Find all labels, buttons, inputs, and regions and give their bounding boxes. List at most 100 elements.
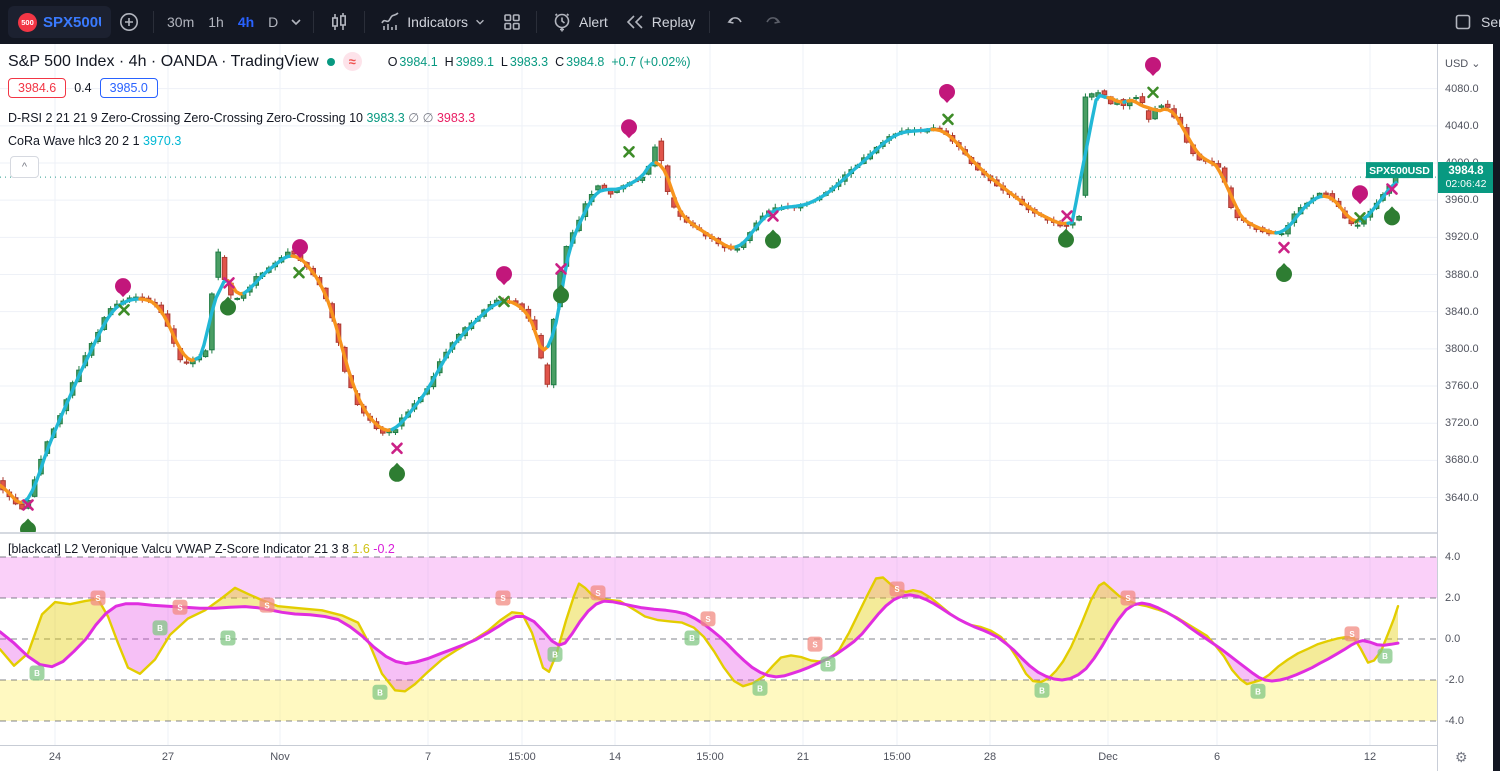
buy-signal-icon <box>765 232 781 249</box>
sell-chip <box>1120 590 1136 606</box>
sell-signal-icon <box>941 96 953 103</box>
zscore-fill-yellow <box>207 588 369 642</box>
cora-wave-up-segment <box>22 297 142 504</box>
timeframe-4h[interactable]: 4h <box>237 14 255 30</box>
grid-layout-icon <box>504 14 520 30</box>
candle-body <box>595 185 601 191</box>
sell-cross-icon <box>623 146 635 158</box>
buy-cross-icon <box>767 210 779 222</box>
zscore-magenta-line <box>0 593 1400 683</box>
symbol-title[interactable]: S&P 500 Index · 4h · OANDA · TradingView <box>8 52 319 70</box>
sell-chip-text: S <box>95 594 101 603</box>
drsi-title: D-RSI 2 21 21 9 Zero-Crossing Zero-Cross… <box>8 111 363 125</box>
candle-body <box>658 140 665 162</box>
zscore-tick: 4.0 <box>1445 551 1461 563</box>
sell-chip <box>259 597 275 613</box>
symbol-button[interactable]: 500 SPX500USD <box>8 6 111 38</box>
cora-wave-down-segment <box>138 297 198 363</box>
buy-signal-icon <box>1384 209 1400 226</box>
oversold-band <box>0 680 1437 721</box>
candles-icon <box>332 13 347 30</box>
buy-chip-text: B <box>1255 687 1261 696</box>
buy-signal-icon <box>1386 206 1398 213</box>
price-tick: 3720.0 <box>1445 417 1479 430</box>
price-tick: 3880.0 <box>1445 268 1479 281</box>
cora-wave-up-segment <box>1274 194 1326 235</box>
candle-body <box>221 256 228 280</box>
cora-wave-down-segment <box>654 161 738 250</box>
plus-circle-icon <box>120 13 138 31</box>
timeframe-menu-button[interactable] <box>285 6 307 38</box>
zscore-pane[interactable]: S S S S S S S S S S B B B B B B B B B B B [blackcat] L2 Vero… <box>0 534 1437 745</box>
pane-divider[interactable] <box>0 532 1437 534</box>
chevron-up-icon: ^ <box>21 161 28 173</box>
approx-data-icon[interactable]: ≈ <box>342 52 362 71</box>
save-layout-button[interactable] <box>1445 6 1481 38</box>
price-tick: 3640.0 <box>1445 491 1479 504</box>
sell-cross-icon <box>293 266 305 279</box>
candlestick-chart[interactable]: SPX500USD <box>0 44 1437 533</box>
indicator-legend-drsi[interactable]: D-RSI 2 21 21 9 Zero-Crossing Zero-Cross… <box>8 110 475 125</box>
templates-grid-button[interactable] <box>494 6 530 38</box>
sell-signal-icon <box>1147 70 1159 77</box>
main-chart-pane[interactable]: SPX500USD S&P 500 Index · 4h · OANDA · T… <box>0 44 1437 533</box>
sell-chip <box>172 599 188 615</box>
price-tick: 3680.0 <box>1445 454 1479 467</box>
drsi-null-1: ∅ <box>408 111 420 125</box>
sell-cross-icon <box>118 304 130 316</box>
buy-signal-icon <box>1276 266 1292 283</box>
indicators-button[interactable]: Indicators <box>371 6 494 38</box>
undo-button[interactable] <box>716 6 754 38</box>
time-tick-15:00: 15:00 <box>696 751 724 763</box>
alert-label: Alert <box>578 14 608 30</box>
currency-selector[interactable]: USD ⌄ <box>1445 58 1481 70</box>
indicator-legend-cora[interactable]: CoRa Wave hlc3 20 2 1 3970.3 <box>8 134 181 148</box>
cora-wave-down-segment <box>290 254 394 433</box>
timeframe-30m[interactable]: 30m <box>167 14 195 30</box>
zscore-fill-pink <box>106 603 208 673</box>
collapse-legend-button[interactable]: ^ <box>10 156 39 178</box>
candle-body <box>1145 110 1152 120</box>
replay-button[interactable]: Replay <box>616 6 704 38</box>
price-axis[interactable]: USD ⌄ 4080.04040.04000.03960.03920.03880… <box>1437 44 1494 771</box>
candle-body <box>1158 105 1165 108</box>
candle-body <box>1063 224 1070 227</box>
buy-cross-icon <box>555 263 567 275</box>
buy-chip <box>752 680 768 696</box>
cora-wave-up-segment <box>1066 93 1110 225</box>
time-tick-Nov: Nov <box>270 751 290 763</box>
compare-add-button[interactable] <box>111 6 147 38</box>
sell-signal-icon <box>939 83 955 100</box>
redo-button[interactable] <box>754 6 792 38</box>
buy-chip-text: B <box>225 634 231 643</box>
drsi-null-2: ∅ <box>422 111 434 125</box>
buy-chip-text: B <box>1382 652 1388 661</box>
timeframe-1h[interactable]: 1h <box>208 14 224 30</box>
candle-body <box>183 361 190 364</box>
sell-chip <box>590 585 606 601</box>
zscore-legend[interactable]: [blackcat] L2 Veronique Valcu VWAP Z-Sco… <box>8 542 395 556</box>
candle-body <box>734 248 741 251</box>
timeframe-D[interactable]: D <box>268 14 279 30</box>
time-axis[interactable]: 24 27 Nov 7 15:00 14 15:00 21 15:00 28 Dec 6 12 <box>0 745 1437 771</box>
alert-button[interactable]: Alert <box>543 6 616 38</box>
sell-signal-icon <box>294 252 306 259</box>
buy-chip <box>220 630 236 646</box>
ohlc-key: L <box>500 54 508 69</box>
chart-style-button[interactable] <box>320 6 358 38</box>
gear-icon[interactable]: ⚙ <box>1455 749 1468 765</box>
zscore-chart[interactable]: S S S S S S S S S S B B B B B B B B B B B <box>0 534 1437 745</box>
price-tick: 3840.0 <box>1445 305 1479 318</box>
sell-price-button[interactable]: 3984.6 <box>8 78 67 98</box>
cora-wave-up-segment <box>734 127 934 249</box>
buy-chip <box>372 684 388 700</box>
buy-price-button[interactable]: 3985.0 <box>99 78 158 98</box>
candle-body <box>234 297 241 300</box>
sell-chip-text: S <box>500 594 506 603</box>
sell-cross-icon <box>498 295 510 308</box>
sell-signal-icon <box>496 266 512 283</box>
symbol-price-label-text: SPX500USD <box>1369 165 1430 177</box>
spread-value: 0.4 <box>74 81 92 95</box>
sell-chip <box>700 611 716 627</box>
